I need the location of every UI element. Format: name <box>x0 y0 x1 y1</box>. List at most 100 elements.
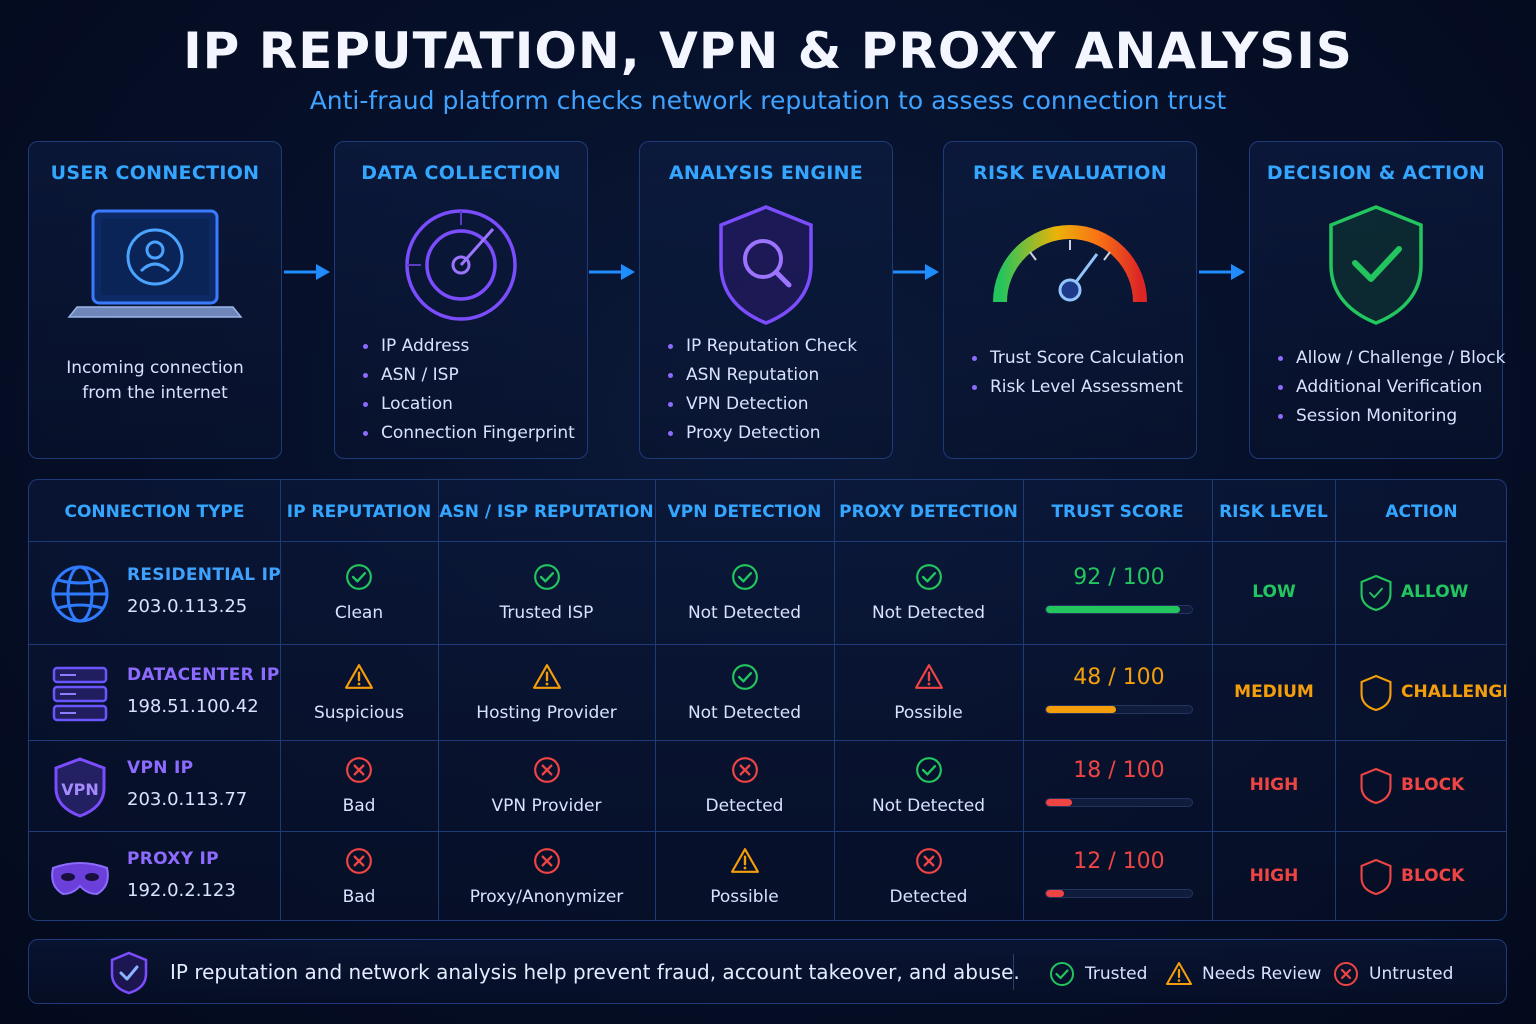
status-label: Bad <box>342 796 376 816</box>
risk-level-badge: HIGH <box>1249 775 1299 795</box>
proxy-cell: Not Detected <box>834 756 1023 816</box>
status-label: Detected <box>705 796 784 816</box>
x-circle-icon <box>438 756 655 788</box>
legend-label: Trusted <box>1085 964 1148 984</box>
stage-data-collection: DATA COLLECTION IP Address ASN / ISP Loc… <box>334 141 588 459</box>
trust-score-value: 12 / 100 <box>1073 849 1165 874</box>
asn-rep-cell: VPN Provider <box>438 756 655 816</box>
check-circle-icon <box>834 756 1023 788</box>
x-circle-icon <box>655 756 834 788</box>
stage-user-connection: USER CONNECTION Incoming connection from… <box>28 141 282 459</box>
ip-rep-cell: Suspicious <box>280 663 438 723</box>
table-row: VPN VPN IP 203.0.113.77 Bad VPN Provider Dete… <box>29 741 1506 831</box>
action-shield-icon <box>1359 574 1393 616</box>
connection-type-name: PROXY IP <box>127 849 219 869</box>
table-row: PROXY IP 192.0.2.123 Bad Proxy/Anonymizer Po… <box>29 832 1506 920</box>
x-circle-icon <box>280 847 438 879</box>
x-circle-icon <box>1334 962 1358 986</box>
stage-list-item: Session Monitoring <box>1278 402 1505 431</box>
vpn-cell: Not Detected <box>655 563 834 623</box>
status-label: Suspicious <box>313 702 405 723</box>
legend-label: Untrusted <box>1369 964 1454 984</box>
gauge-icon <box>944 200 1196 330</box>
proxy-cell: Possible <box>834 663 1023 723</box>
action-label: BLOCK <box>1401 866 1465 886</box>
connection-type-name: VPN IP <box>127 758 194 778</box>
risk-level-badge: MEDIUM <box>1234 681 1314 702</box>
trust-score-bar <box>1045 704 1193 714</box>
stage-list-item: Location <box>363 390 575 419</box>
asn-rep-cell: Trusted ISP <box>438 563 655 623</box>
trust-score-value: 48 / 100 <box>1073 664 1165 690</box>
footer-text: IP reputation and network analysis help … <box>170 960 1020 984</box>
status-label: Proxy/Anonymizer <box>469 887 624 907</box>
stage-list-item: Connection Fingerprint <box>363 419 575 448</box>
trust-score-fill <box>1046 799 1073 806</box>
status-label: Not Detected <box>687 702 802 723</box>
connection-type-name: RESIDENTIAL IP <box>127 565 282 585</box>
action-label: ALLOW <box>1401 582 1469 602</box>
status-label: Not Detected <box>871 796 986 816</box>
status-label: VPN Provider <box>491 796 602 816</box>
action-shield-icon <box>1359 674 1393 716</box>
stage-list-item: ASN Reputation <box>668 361 857 390</box>
connection-ip-address: 192.0.2.123 <box>127 880 236 901</box>
stage-list-item: Risk Level Assessment <box>972 373 1184 402</box>
x-circle-icon <box>834 847 1023 879</box>
reputation-table: CONNECTION TYPE IP REPUTATION ASN / ISP … <box>28 479 1507 921</box>
svg-text:VPN: VPN <box>61 780 99 799</box>
status-label: Bad <box>342 887 376 907</box>
connection-ip-address: 203.0.113.77 <box>127 789 248 810</box>
mask-icon <box>49 847 111 909</box>
column-header: ACTION <box>1385 502 1458 522</box>
page-title: IP REPUTATION, VPN & PROXY ANALYSIS <box>183 22 1353 80</box>
check-circle-icon <box>280 563 438 595</box>
vpn-cell: Not Detected <box>655 663 834 723</box>
connection-ip-address: 198.51.100.42 <box>127 695 259 717</box>
stage-title: DATA COLLECTION <box>361 162 561 184</box>
status-label: Detected <box>889 887 968 907</box>
legend-needs-review: Needs Review <box>1166 961 1321 987</box>
status-label: Clean <box>334 603 384 623</box>
status-label: Possible <box>710 887 779 907</box>
status-label: Not Detected <box>687 603 802 623</box>
stage-list-item: IP Address <box>363 332 575 361</box>
warning-triangle-icon <box>280 663 438 695</box>
stage-list-item: Trust Score Calculation <box>972 344 1184 373</box>
stage-description: from the internet <box>82 383 228 403</box>
action-label: CHALLENGE <box>1401 681 1507 702</box>
trust-score-bar <box>1045 889 1193 898</box>
column-header: RISK LEVEL <box>1219 502 1328 522</box>
check-circle-icon <box>834 563 1023 595</box>
asn-rep-cell: Hosting Provider <box>438 663 655 723</box>
connection-ip-address: 203.0.113.25 <box>127 596 248 617</box>
check-circle-icon <box>655 663 834 695</box>
stage-risk-evaluation: RISK EVALUATION Trust Score Calculation … <box>943 141 1197 459</box>
action-shield-icon <box>1359 858 1393 900</box>
vpn-shield-icon: VPN <box>49 756 111 818</box>
x-circle-icon <box>438 847 655 879</box>
trust-score-bar <box>1045 605 1193 614</box>
trust-score-bar <box>1045 798 1193 807</box>
status-label: Not Detected <box>871 603 986 623</box>
stage-list-item: IP Reputation Check <box>668 332 857 361</box>
check-circle-icon <box>438 563 655 595</box>
x-circle-icon <box>280 756 438 788</box>
stage-description: Incoming connection <box>66 358 244 378</box>
stage-title: DECISION & ACTION <box>1266 162 1486 184</box>
column-header: IP REPUTATION <box>286 502 432 522</box>
stage-list-item: ASN / ISP <box>363 361 575 390</box>
ip-rep-cell: Clean <box>280 563 438 623</box>
stage-list-item: Allow / Challenge / Block <box>1278 344 1505 373</box>
table-row: RESIDENTIAL IP 203.0.113.25 Clean Trusted I… <box>29 542 1506 644</box>
status-label: Possible <box>894 702 963 723</box>
warning-triangle-icon <box>655 847 834 879</box>
footer-bar: IP reputation and network analysis help … <box>28 939 1507 1004</box>
globe-icon <box>49 563 111 625</box>
column-header: VPN DETECTION <box>667 502 822 522</box>
shield-check-icon <box>110 951 148 995</box>
check-circle-icon <box>655 563 834 595</box>
warning-triangle-icon <box>438 663 655 695</box>
trust-score-fill <box>1046 606 1181 613</box>
action-shield-icon <box>1359 767 1393 809</box>
